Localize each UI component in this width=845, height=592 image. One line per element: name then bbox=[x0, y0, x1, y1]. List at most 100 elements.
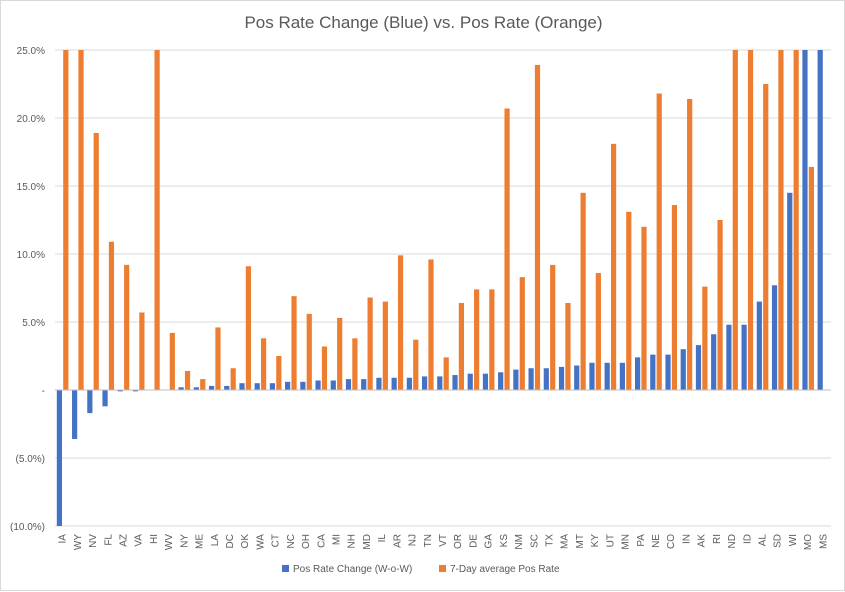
x-tick-label: IN bbox=[681, 534, 692, 544]
bar-pos-rate-ga bbox=[489, 289, 494, 390]
bar-pos-rate-change-ak bbox=[696, 345, 701, 390]
bar-pos-rate-ar bbox=[398, 255, 403, 390]
legend-label: 7-Day average Pos Rate bbox=[450, 564, 560, 575]
bar-pos-rate-az bbox=[124, 265, 129, 390]
bar-pos-rate-wy bbox=[78, 50, 83, 390]
bar-pos-rate-change-pa bbox=[635, 357, 640, 390]
bar-pos-rate-ri bbox=[717, 220, 722, 390]
x-tick-label: RI bbox=[712, 534, 723, 544]
bar-pos-rate-ky bbox=[596, 273, 601, 390]
bar-pos-rate-vt bbox=[444, 357, 449, 390]
x-tick-label: TN bbox=[423, 534, 434, 547]
bar-pos-rate-ct bbox=[276, 356, 281, 390]
bar-pos-rate-change-id bbox=[742, 325, 747, 390]
y-tick-label: 10.0% bbox=[17, 250, 45, 261]
bar-pos-rate-mn bbox=[626, 212, 631, 390]
bar-pos-rate-change-co bbox=[665, 355, 670, 390]
x-tick-label: NM bbox=[514, 534, 525, 550]
bar-pos-rate-in bbox=[687, 99, 692, 390]
bar-pos-rate-change-nj bbox=[407, 378, 412, 390]
bar-pos-rate-ma bbox=[565, 303, 570, 390]
bar-pos-rate-change-or bbox=[452, 375, 457, 390]
bar-pos-rate-change-nm bbox=[513, 370, 518, 390]
x-tick-label: NV bbox=[88, 534, 99, 548]
bar-pos-rate-la bbox=[215, 327, 220, 390]
bar-pos-rate-change-ga bbox=[483, 374, 488, 390]
y-tick-label: (5.0%) bbox=[16, 454, 45, 465]
x-tick-label: KY bbox=[590, 534, 601, 548]
bar-pos-rate-change-de bbox=[468, 374, 473, 390]
x-tick-label: MT bbox=[575, 534, 586, 548]
bar-pos-rate-tn bbox=[428, 259, 433, 390]
bar-pos-rate-sc bbox=[535, 65, 540, 390]
x-tick-label: NY bbox=[179, 534, 190, 548]
bar-pos-rate-ia bbox=[63, 50, 68, 390]
bar-pos-rate-wa bbox=[261, 338, 266, 390]
x-tick-label: NE bbox=[651, 534, 662, 548]
bar-pos-rate-co bbox=[672, 205, 677, 390]
y-tick-label: (10.0%) bbox=[10, 522, 45, 533]
bar-pos-rate-change-nv bbox=[87, 390, 92, 413]
bar-pos-rate-change-vt bbox=[437, 376, 442, 390]
bar-pos-rate-ak bbox=[702, 287, 707, 390]
bar-pos-rate-mt bbox=[581, 193, 586, 390]
y-tick-label: 25.0% bbox=[17, 46, 45, 57]
x-tick-label: MD bbox=[362, 534, 373, 550]
bar-pos-rate-or bbox=[459, 303, 464, 390]
bar-pos-rate-me bbox=[200, 379, 205, 390]
bar-pos-rate-change-mo bbox=[802, 50, 807, 390]
bar-pos-rate-ny bbox=[185, 371, 190, 390]
bar-pos-rate-change-ks bbox=[498, 372, 503, 390]
bar-pos-rate-change-nd bbox=[726, 325, 731, 390]
bar-pos-rate-change-in bbox=[681, 349, 686, 390]
bar-pos-rate-change-fl bbox=[102, 390, 107, 406]
bar-pos-rate-mi bbox=[337, 318, 342, 390]
bar-pos-rate-mo bbox=[809, 167, 814, 390]
bar-pos-rate-change-wi bbox=[787, 193, 792, 390]
bar-pos-rate-change-mi bbox=[331, 380, 336, 390]
x-tick-label: IA bbox=[58, 534, 69, 544]
bar-pos-rate-md bbox=[368, 298, 373, 390]
y-tick-label: 5.0% bbox=[22, 318, 45, 329]
x-tick-label: OH bbox=[301, 534, 312, 549]
x-tick-label: VT bbox=[438, 534, 449, 547]
x-tick-label: AR bbox=[392, 534, 403, 548]
bar-pos-rate-nc bbox=[291, 296, 296, 390]
bar-pos-rate-change-dc bbox=[224, 386, 229, 390]
bar-pos-rate-pa bbox=[641, 227, 646, 390]
bar-pos-rate-wi bbox=[794, 50, 799, 390]
bar-pos-rate-change-nc bbox=[285, 382, 290, 390]
bar-pos-rate-change-ne bbox=[650, 355, 655, 390]
bar-pos-rate-ut bbox=[611, 144, 616, 390]
x-tick-label: KS bbox=[499, 534, 510, 548]
x-tick-label: SD bbox=[773, 534, 784, 548]
bar-pos-rate-nd bbox=[733, 50, 738, 390]
bar-pos-rate-change-ut bbox=[605, 363, 610, 390]
bar-pos-rate-ks bbox=[504, 108, 509, 390]
y-tick-label: 20.0% bbox=[17, 114, 45, 125]
bar-pos-rate-nm bbox=[520, 277, 525, 390]
x-tick-label: MO bbox=[803, 534, 814, 550]
x-tick-label: PA bbox=[636, 534, 647, 547]
x-tick-label: WI bbox=[788, 534, 799, 546]
y-tick-label: 15.0% bbox=[17, 182, 45, 193]
bar-pos-rate-il bbox=[383, 302, 388, 390]
x-tick-label: MN bbox=[621, 534, 632, 550]
bar-pos-rate-change-sd bbox=[772, 285, 777, 390]
x-tick-label: VA bbox=[134, 534, 145, 547]
bar-pos-rate-change-ct bbox=[270, 383, 275, 390]
bar-pos-rate-change-wy bbox=[72, 390, 77, 439]
bar-pos-rate-al bbox=[763, 84, 768, 390]
bar-pos-rate-ne bbox=[657, 94, 662, 390]
bar-pos-rate-change-wa bbox=[255, 383, 260, 390]
bar-pos-rate-nh bbox=[352, 338, 357, 390]
x-tick-label: AL bbox=[758, 534, 769, 547]
bar-pos-rate-sd bbox=[778, 50, 783, 390]
x-tick-label: DC bbox=[225, 534, 236, 548]
x-tick-label: WA bbox=[255, 534, 266, 550]
bar-pos-rate-dc bbox=[231, 368, 236, 390]
bar-pos-rate-fl bbox=[109, 242, 114, 390]
bar-pos-rate-change-ri bbox=[711, 334, 716, 390]
